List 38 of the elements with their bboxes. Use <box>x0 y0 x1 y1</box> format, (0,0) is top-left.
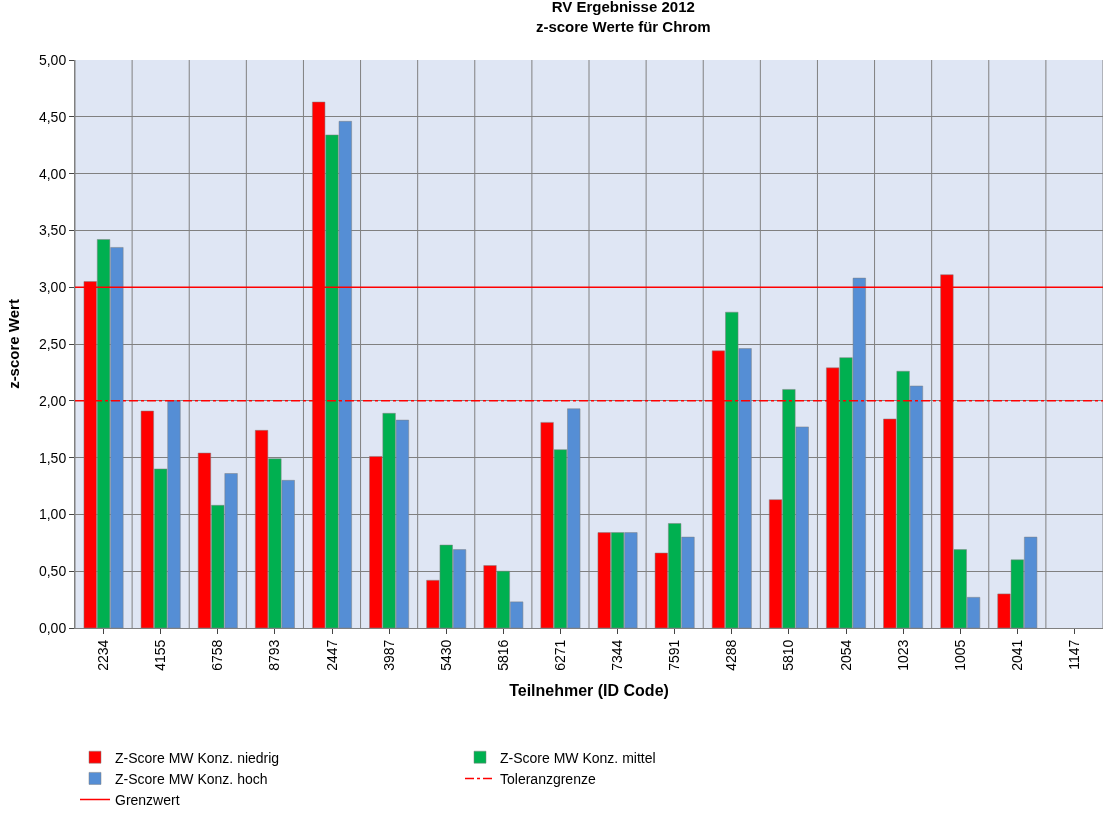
y-tick-label: 4,50 <box>38 108 67 125</box>
y-tick-label: 0,50 <box>38 563 67 580</box>
y-tick-label: 2,00 <box>38 392 67 409</box>
x-tick-label: 6758 <box>209 639 226 671</box>
y-tick-label: 3,50 <box>38 222 67 239</box>
chart-subtitle: z-score Werte für Chrom <box>535 17 711 35</box>
x-tick-label: 4155 <box>152 639 169 671</box>
x-tick-label: 2234 <box>95 639 112 671</box>
y-tick-label: 2,50 <box>38 335 67 352</box>
legend-label: Toleranzgrenze <box>500 770 596 787</box>
x-tick-label: 7591 <box>666 639 683 671</box>
x-tick-label: 1023 <box>894 639 911 671</box>
x-tick-label: 7344 <box>609 639 626 671</box>
x-tick-label: 5430 <box>437 639 454 671</box>
x-tick-label: 1005 <box>951 639 968 671</box>
chart-title: RV Ergebnisse 2012 <box>551 0 695 16</box>
x-tick-label: 2447 <box>323 639 340 671</box>
legend-label: Z-Score MW Konz. niedrig <box>115 749 280 766</box>
x-tick-label: 2041 <box>1008 639 1025 671</box>
legend-label: Z-Score MW Konz. hoch <box>115 770 268 787</box>
y-tick-label: 5,00 <box>38 51 67 68</box>
y-tick-label: 1,00 <box>38 506 67 523</box>
x-tick-label: 2054 <box>837 639 854 671</box>
legend-label: Grenzwert <box>115 792 180 809</box>
x-tick-label: 8793 <box>266 639 283 671</box>
y-tick-label: 3,00 <box>38 279 67 296</box>
x-tick-label: 4288 <box>723 639 740 671</box>
y-tick-label: 1,50 <box>38 449 67 466</box>
legend-label: Z-Score MW Konz. mittel <box>500 749 656 766</box>
x-tick-label: 5816 <box>494 639 511 671</box>
y-tick-label: 0,00 <box>38 619 67 636</box>
x-axis-title: Teilnehmer (ID Code) <box>509 682 669 700</box>
x-tick-label: 3987 <box>380 639 397 671</box>
y-tick-label: 4,00 <box>38 165 67 182</box>
x-tick-label: 1147 <box>1065 639 1082 670</box>
y-axis-title: z-score Wert <box>5 299 23 389</box>
x-tick-label: 5810 <box>780 639 797 671</box>
x-tick-label: 6271 <box>551 639 568 671</box>
